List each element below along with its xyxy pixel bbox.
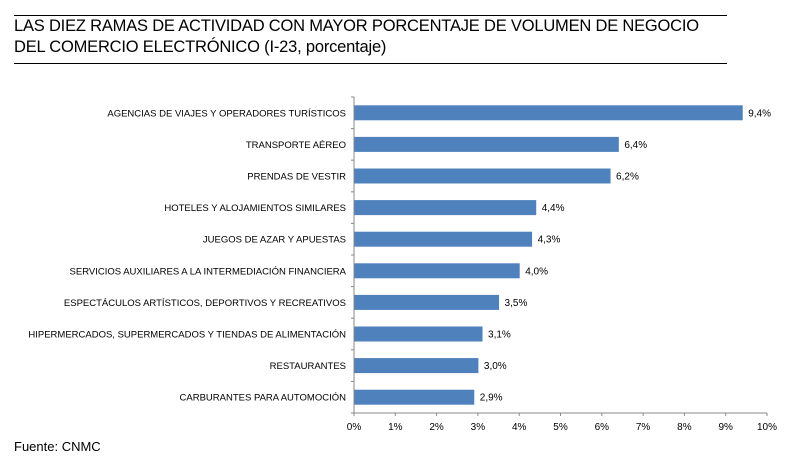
- source-note: Fuente: CNMC: [14, 439, 101, 454]
- x-tick-label: 9%: [718, 422, 733, 433]
- category-label: JUEGOS DE AZAR Y APUESTAS: [203, 235, 346, 246]
- bar: [354, 168, 611, 184]
- category-label: AGENCIAS DE VIAJES Y OPERADORES TURÍSTIC…: [107, 108, 346, 119]
- category-label: SERVICIOS AUXILIARES A LA INTERMEDIACIÓN…: [70, 266, 347, 277]
- x-tick-label: 7%: [636, 422, 651, 433]
- x-tick-label: 5%: [553, 422, 568, 433]
- x-tick-label: 8%: [677, 422, 692, 433]
- data-label: 6,2%: [616, 172, 639, 183]
- bar: [354, 200, 537, 216]
- title-line-2: DEL COMERCIO ELECTRÓNICO (I-23, porcenta…: [14, 38, 387, 56]
- data-label: 6,4%: [624, 140, 647, 151]
- title-bottom-rule: [14, 63, 727, 64]
- category-label: HIPERMERCADOS, SUPERMERCADOS Y TIENDAS D…: [28, 330, 346, 341]
- bar: [354, 231, 533, 247]
- title-top-rule: [14, 15, 727, 16]
- x-tick-label: 4%: [512, 422, 527, 433]
- data-label: 4,4%: [542, 203, 565, 214]
- category-label: PRENDAS DE VESTIR: [247, 172, 346, 183]
- data-label: 3,5%: [505, 298, 528, 309]
- data-label: 4,3%: [538, 235, 561, 246]
- category-label: RESTAURANTES: [270, 361, 346, 372]
- bar: [354, 136, 619, 152]
- category-label: HOTELES Y ALOJAMIENTOS SIMILARES: [164, 203, 346, 214]
- bar: [354, 326, 483, 342]
- bar: [354, 358, 479, 374]
- data-label: 2,9%: [480, 393, 503, 404]
- category-label: ESPECTÁCULOS ARTÍSTICOS, DEPORTIVOS Y RE…: [64, 298, 346, 309]
- bar: [354, 389, 475, 405]
- x-tick-label: 2%: [429, 422, 444, 433]
- category-label: TRANSPORTE AÉREO: [246, 140, 346, 151]
- data-label: 4,0%: [525, 266, 548, 277]
- data-label: 3,1%: [488, 330, 511, 341]
- x-tick-label: 10%: [757, 422, 777, 433]
- data-label: 3,0%: [484, 361, 507, 372]
- bar: [354, 263, 520, 279]
- x-tick-label: 1%: [388, 422, 403, 433]
- x-tick-label: 6%: [595, 422, 610, 433]
- title-line-1: LAS DIEZ RAMAS DE ACTIVIDAD CON MAYOR PO…: [14, 17, 699, 35]
- bar: [354, 294, 500, 310]
- category-label: CARBURANTES PARA AUTOMOCIÓN: [180, 393, 347, 404]
- chart-title: LAS DIEZ RAMAS DE ACTIVIDAD CON MAYOR PO…: [14, 16, 754, 58]
- data-label: 9,4%: [748, 108, 771, 119]
- x-tick-label: 0%: [347, 422, 362, 433]
- x-tick-label: 3%: [471, 422, 486, 433]
- bar: [354, 105, 743, 121]
